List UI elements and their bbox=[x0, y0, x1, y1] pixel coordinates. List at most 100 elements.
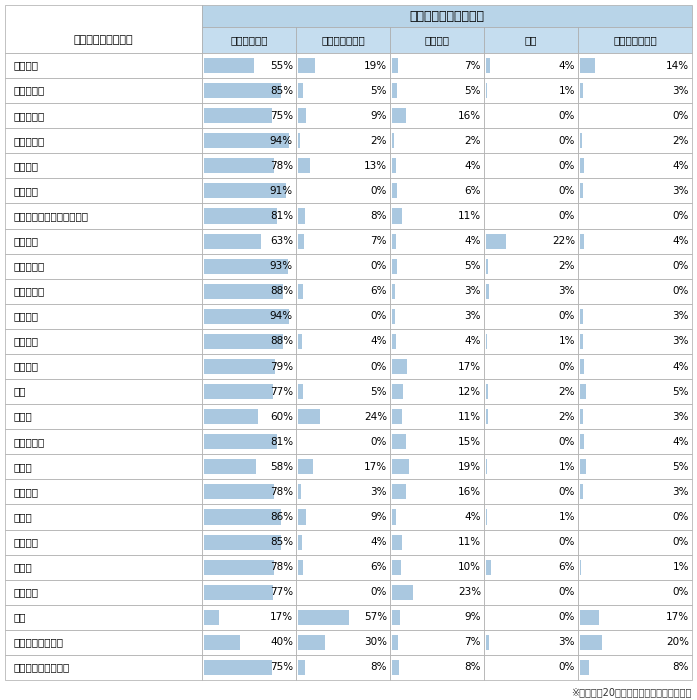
Bar bbox=[484, 429, 578, 454]
Text: 0%: 0% bbox=[371, 186, 387, 196]
Bar bbox=[486, 384, 488, 399]
Bar bbox=[202, 505, 296, 529]
Bar bbox=[204, 510, 282, 524]
Bar bbox=[392, 83, 397, 98]
Bar bbox=[204, 234, 261, 248]
Text: 1%: 1% bbox=[558, 337, 575, 346]
Text: 9%: 9% bbox=[464, 612, 481, 622]
Bar bbox=[580, 384, 585, 399]
Text: ※回答数が20件以上あった診療科のみ表示: ※回答数が20件以上あった診療科のみ表示 bbox=[572, 687, 692, 697]
Bar bbox=[5, 605, 202, 630]
Text: 2%: 2% bbox=[673, 136, 689, 146]
Text: 75%: 75% bbox=[270, 662, 293, 673]
Bar bbox=[390, 229, 484, 253]
Text: 17%: 17% bbox=[270, 612, 293, 622]
Text: 皮膚科: 皮膚科 bbox=[13, 412, 32, 421]
Text: 2%: 2% bbox=[464, 136, 481, 146]
Bar bbox=[5, 103, 202, 128]
Text: 4%: 4% bbox=[673, 361, 689, 372]
Text: 0%: 0% bbox=[558, 587, 575, 597]
Bar bbox=[580, 234, 584, 248]
Bar bbox=[296, 630, 390, 655]
Bar bbox=[484, 505, 578, 529]
Text: 神経内科: 神経内科 bbox=[13, 186, 38, 196]
Text: 5%: 5% bbox=[673, 386, 689, 397]
Text: 16%: 16% bbox=[458, 487, 481, 497]
Text: 19%: 19% bbox=[364, 60, 387, 71]
Text: 5%: 5% bbox=[464, 85, 481, 96]
Text: 0%: 0% bbox=[371, 361, 387, 372]
Bar bbox=[298, 334, 302, 349]
Text: 79%: 79% bbox=[270, 361, 293, 372]
Text: 取得予定: 取得予定 bbox=[424, 35, 450, 45]
Bar bbox=[296, 354, 390, 379]
Text: 77%: 77% bbox=[270, 587, 293, 597]
Text: 0%: 0% bbox=[558, 361, 575, 372]
Bar bbox=[202, 229, 296, 253]
Text: 形成外科: 形成外科 bbox=[13, 361, 38, 372]
Text: 30%: 30% bbox=[364, 638, 387, 648]
Text: 3%: 3% bbox=[673, 186, 689, 196]
Text: 6%: 6% bbox=[371, 562, 387, 572]
Text: 7%: 7% bbox=[371, 236, 387, 246]
Bar bbox=[484, 354, 578, 379]
Text: 3%: 3% bbox=[673, 85, 689, 96]
Bar bbox=[580, 635, 602, 650]
Bar bbox=[202, 178, 296, 204]
Text: 77%: 77% bbox=[270, 386, 293, 397]
Text: 0%: 0% bbox=[673, 286, 689, 296]
Bar bbox=[580, 409, 583, 424]
Text: 75%: 75% bbox=[270, 111, 293, 120]
Bar bbox=[5, 304, 202, 329]
Bar bbox=[204, 183, 286, 199]
Bar bbox=[392, 359, 407, 374]
Text: 0%: 0% bbox=[558, 211, 575, 221]
Bar bbox=[486, 559, 491, 575]
Text: 取得している: 取得している bbox=[230, 35, 268, 45]
Bar bbox=[392, 158, 396, 174]
Text: 0%: 0% bbox=[371, 587, 387, 597]
Text: 5%: 5% bbox=[371, 85, 387, 96]
Text: 78%: 78% bbox=[270, 487, 293, 497]
Text: 7%: 7% bbox=[464, 638, 481, 648]
Text: 該当の資格なし: 該当の資格なし bbox=[613, 35, 657, 45]
Text: 4%: 4% bbox=[464, 512, 481, 522]
Bar bbox=[296, 128, 390, 153]
Bar bbox=[484, 204, 578, 229]
Bar bbox=[392, 259, 397, 274]
Bar bbox=[578, 505, 692, 529]
Text: 取得していない: 取得していない bbox=[321, 35, 365, 45]
Bar bbox=[580, 359, 584, 374]
Text: 4%: 4% bbox=[464, 236, 481, 246]
Text: 9%: 9% bbox=[371, 512, 387, 522]
Text: 0%: 0% bbox=[558, 111, 575, 120]
Bar bbox=[484, 253, 578, 279]
Text: 4%: 4% bbox=[558, 60, 575, 71]
Bar bbox=[578, 554, 692, 580]
Bar bbox=[578, 27, 692, 53]
Bar bbox=[5, 480, 202, 505]
Bar bbox=[5, 53, 202, 78]
Bar bbox=[392, 510, 396, 524]
Text: 産婦人科: 産婦人科 bbox=[13, 537, 38, 547]
Bar bbox=[392, 209, 402, 223]
Bar bbox=[204, 83, 280, 98]
Text: 17%: 17% bbox=[364, 462, 387, 472]
Text: 12%: 12% bbox=[458, 386, 481, 397]
Bar bbox=[484, 529, 578, 554]
Text: 0%: 0% bbox=[673, 211, 689, 221]
Text: 消化器内科: 消化器内科 bbox=[13, 85, 44, 96]
Bar bbox=[298, 133, 300, 148]
Bar bbox=[296, 153, 390, 178]
Bar bbox=[202, 354, 296, 379]
Bar bbox=[202, 480, 296, 505]
Text: 4%: 4% bbox=[673, 161, 689, 171]
Bar bbox=[298, 158, 309, 174]
Bar bbox=[204, 108, 272, 123]
Bar bbox=[204, 484, 274, 499]
Bar bbox=[484, 655, 578, 680]
Bar bbox=[202, 103, 296, 128]
Text: 4%: 4% bbox=[464, 161, 481, 171]
Text: 整形外科: 整形外科 bbox=[13, 337, 38, 346]
Bar bbox=[298, 660, 305, 675]
